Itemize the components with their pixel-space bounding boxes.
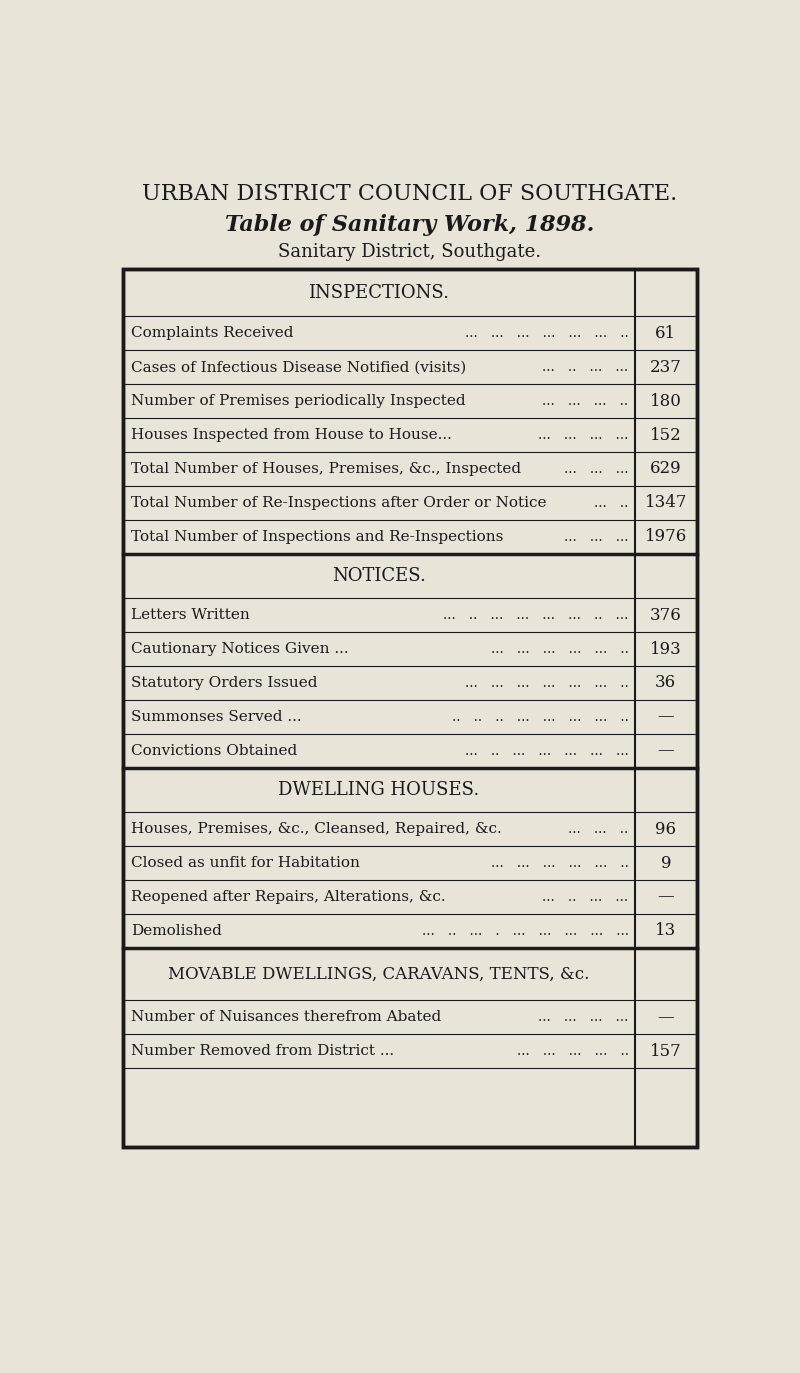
Text: ...   ...   ...   ...: ... ... ... ... xyxy=(538,1011,629,1024)
Text: INSPECTIONS.: INSPECTIONS. xyxy=(309,284,450,302)
Text: Houses, Premises, &c., Cleansed, Repaired, &c.: Houses, Premises, &c., Cleansed, Repaire… xyxy=(131,822,502,836)
Text: Statutory Orders Issued: Statutory Orders Issued xyxy=(131,676,318,691)
Bar xyxy=(123,269,697,1146)
Text: 96: 96 xyxy=(655,821,676,838)
Text: Sanitary District, Southgate.: Sanitary District, Southgate. xyxy=(278,243,542,261)
Text: ...   ...   ...   ...   ..: ... ... ... ... .. xyxy=(517,1043,629,1059)
Text: NOTICES.: NOTICES. xyxy=(332,567,426,585)
Text: MOVABLE DWELLINGS, CARAVANS, TENTS, &c.: MOVABLE DWELLINGS, CARAVANS, TENTS, &c. xyxy=(168,965,590,983)
Text: ..   ..   ..   ...   ...   ...   ...   ..: .. .. .. ... ... ... ... .. xyxy=(452,710,629,724)
Text: 13: 13 xyxy=(655,923,676,939)
Text: ...   ...   ...: ... ... ... xyxy=(564,461,629,476)
Text: DWELLING HOUSES.: DWELLING HOUSES. xyxy=(278,781,480,799)
Text: 193: 193 xyxy=(650,641,682,658)
Text: Cases of Infectious Disease Notified (visits): Cases of Infectious Disease Notified (vi… xyxy=(131,360,466,375)
Text: Convictions Obtained: Convictions Obtained xyxy=(131,744,298,758)
Text: ...   ..   ...   .   ...   ...   ...   ...   ...: ... .. ... . ... ... ... ... ... xyxy=(422,924,629,938)
Text: URBAN DISTRICT COUNCIL OF SOUTHGATE.: URBAN DISTRICT COUNCIL OF SOUTHGATE. xyxy=(142,183,678,205)
Bar xyxy=(123,269,697,1146)
Text: Reopened after Repairs, Alterations, &c.: Reopened after Repairs, Alterations, &c. xyxy=(131,890,446,903)
Text: Demolished: Demolished xyxy=(131,924,222,938)
Text: Number of Premises periodically Inspected: Number of Premises periodically Inspecte… xyxy=(131,394,466,408)
Text: —: — xyxy=(658,743,674,759)
Text: —: — xyxy=(658,1009,674,1026)
Text: 152: 152 xyxy=(650,427,682,443)
Text: 1347: 1347 xyxy=(645,494,687,511)
Text: 157: 157 xyxy=(650,1042,682,1060)
Text: 237: 237 xyxy=(650,358,682,376)
Text: ...   ..   ...   ...: ... .. ... ... xyxy=(542,360,629,375)
Text: Total Number of Inspections and Re-Inspections: Total Number of Inspections and Re-Inspe… xyxy=(131,530,503,544)
Text: ...   ..   ...   ...   ...   ...   ...: ... .. ... ... ... ... ... xyxy=(465,744,629,758)
Text: Table of Sanitary Work, 1898.: Table of Sanitary Work, 1898. xyxy=(226,214,594,236)
Text: Letters Written: Letters Written xyxy=(131,608,250,622)
Text: 376: 376 xyxy=(650,607,682,623)
Text: Total Number of Re-Inspections after Order or Notice: Total Number of Re-Inspections after Ord… xyxy=(131,496,546,509)
Text: ...   ...   ...   ...   ...   ..: ... ... ... ... ... .. xyxy=(490,857,629,870)
Text: 1976: 1976 xyxy=(645,529,687,545)
Text: 180: 180 xyxy=(650,393,682,409)
Text: ...   ..   ...   ...: ... .. ... ... xyxy=(542,890,629,903)
Text: Complaints Received: Complaints Received xyxy=(131,327,294,341)
Text: Houses Inspected from House to House...: Houses Inspected from House to House... xyxy=(131,428,452,442)
Text: ...   ...   ...   ...: ... ... ... ... xyxy=(538,428,629,442)
Text: 36: 36 xyxy=(655,674,676,692)
Text: 629: 629 xyxy=(650,460,682,478)
Text: ...   ...   ...   ..: ... ... ... .. xyxy=(542,394,629,408)
Text: ...   ...   ...   ...   ...   ...   ..: ... ... ... ... ... ... .. xyxy=(465,327,629,341)
Text: Cautionary Notices Given ...: Cautionary Notices Given ... xyxy=(131,643,349,656)
Text: 9: 9 xyxy=(661,854,671,872)
Text: Total Number of Houses, Premises, &c., Inspected: Total Number of Houses, Premises, &c., I… xyxy=(131,461,521,476)
Text: ...   ...   ...   ...   ...   ..: ... ... ... ... ... .. xyxy=(490,643,629,656)
Text: ...   ..   ...   ...   ...   ...   ..   ...: ... .. ... ... ... ... .. ... xyxy=(443,608,629,622)
Text: ...   ...   ...: ... ... ... xyxy=(564,530,629,544)
Text: Closed as unfit for Habitation: Closed as unfit for Habitation xyxy=(131,857,360,870)
Text: Summonses Served ...: Summonses Served ... xyxy=(131,710,302,724)
Text: ...   ...   ..: ... ... .. xyxy=(568,822,629,836)
Text: —: — xyxy=(658,708,674,725)
Text: Number of Nuisances therefrom Abated: Number of Nuisances therefrom Abated xyxy=(131,1011,442,1024)
Text: —: — xyxy=(658,888,674,906)
Text: ...   ..: ... .. xyxy=(594,496,629,509)
Text: 61: 61 xyxy=(655,325,676,342)
Text: Number Removed from District ...: Number Removed from District ... xyxy=(131,1043,394,1059)
Text: ...   ...   ...   ...   ...   ...   ..: ... ... ... ... ... ... .. xyxy=(465,676,629,691)
